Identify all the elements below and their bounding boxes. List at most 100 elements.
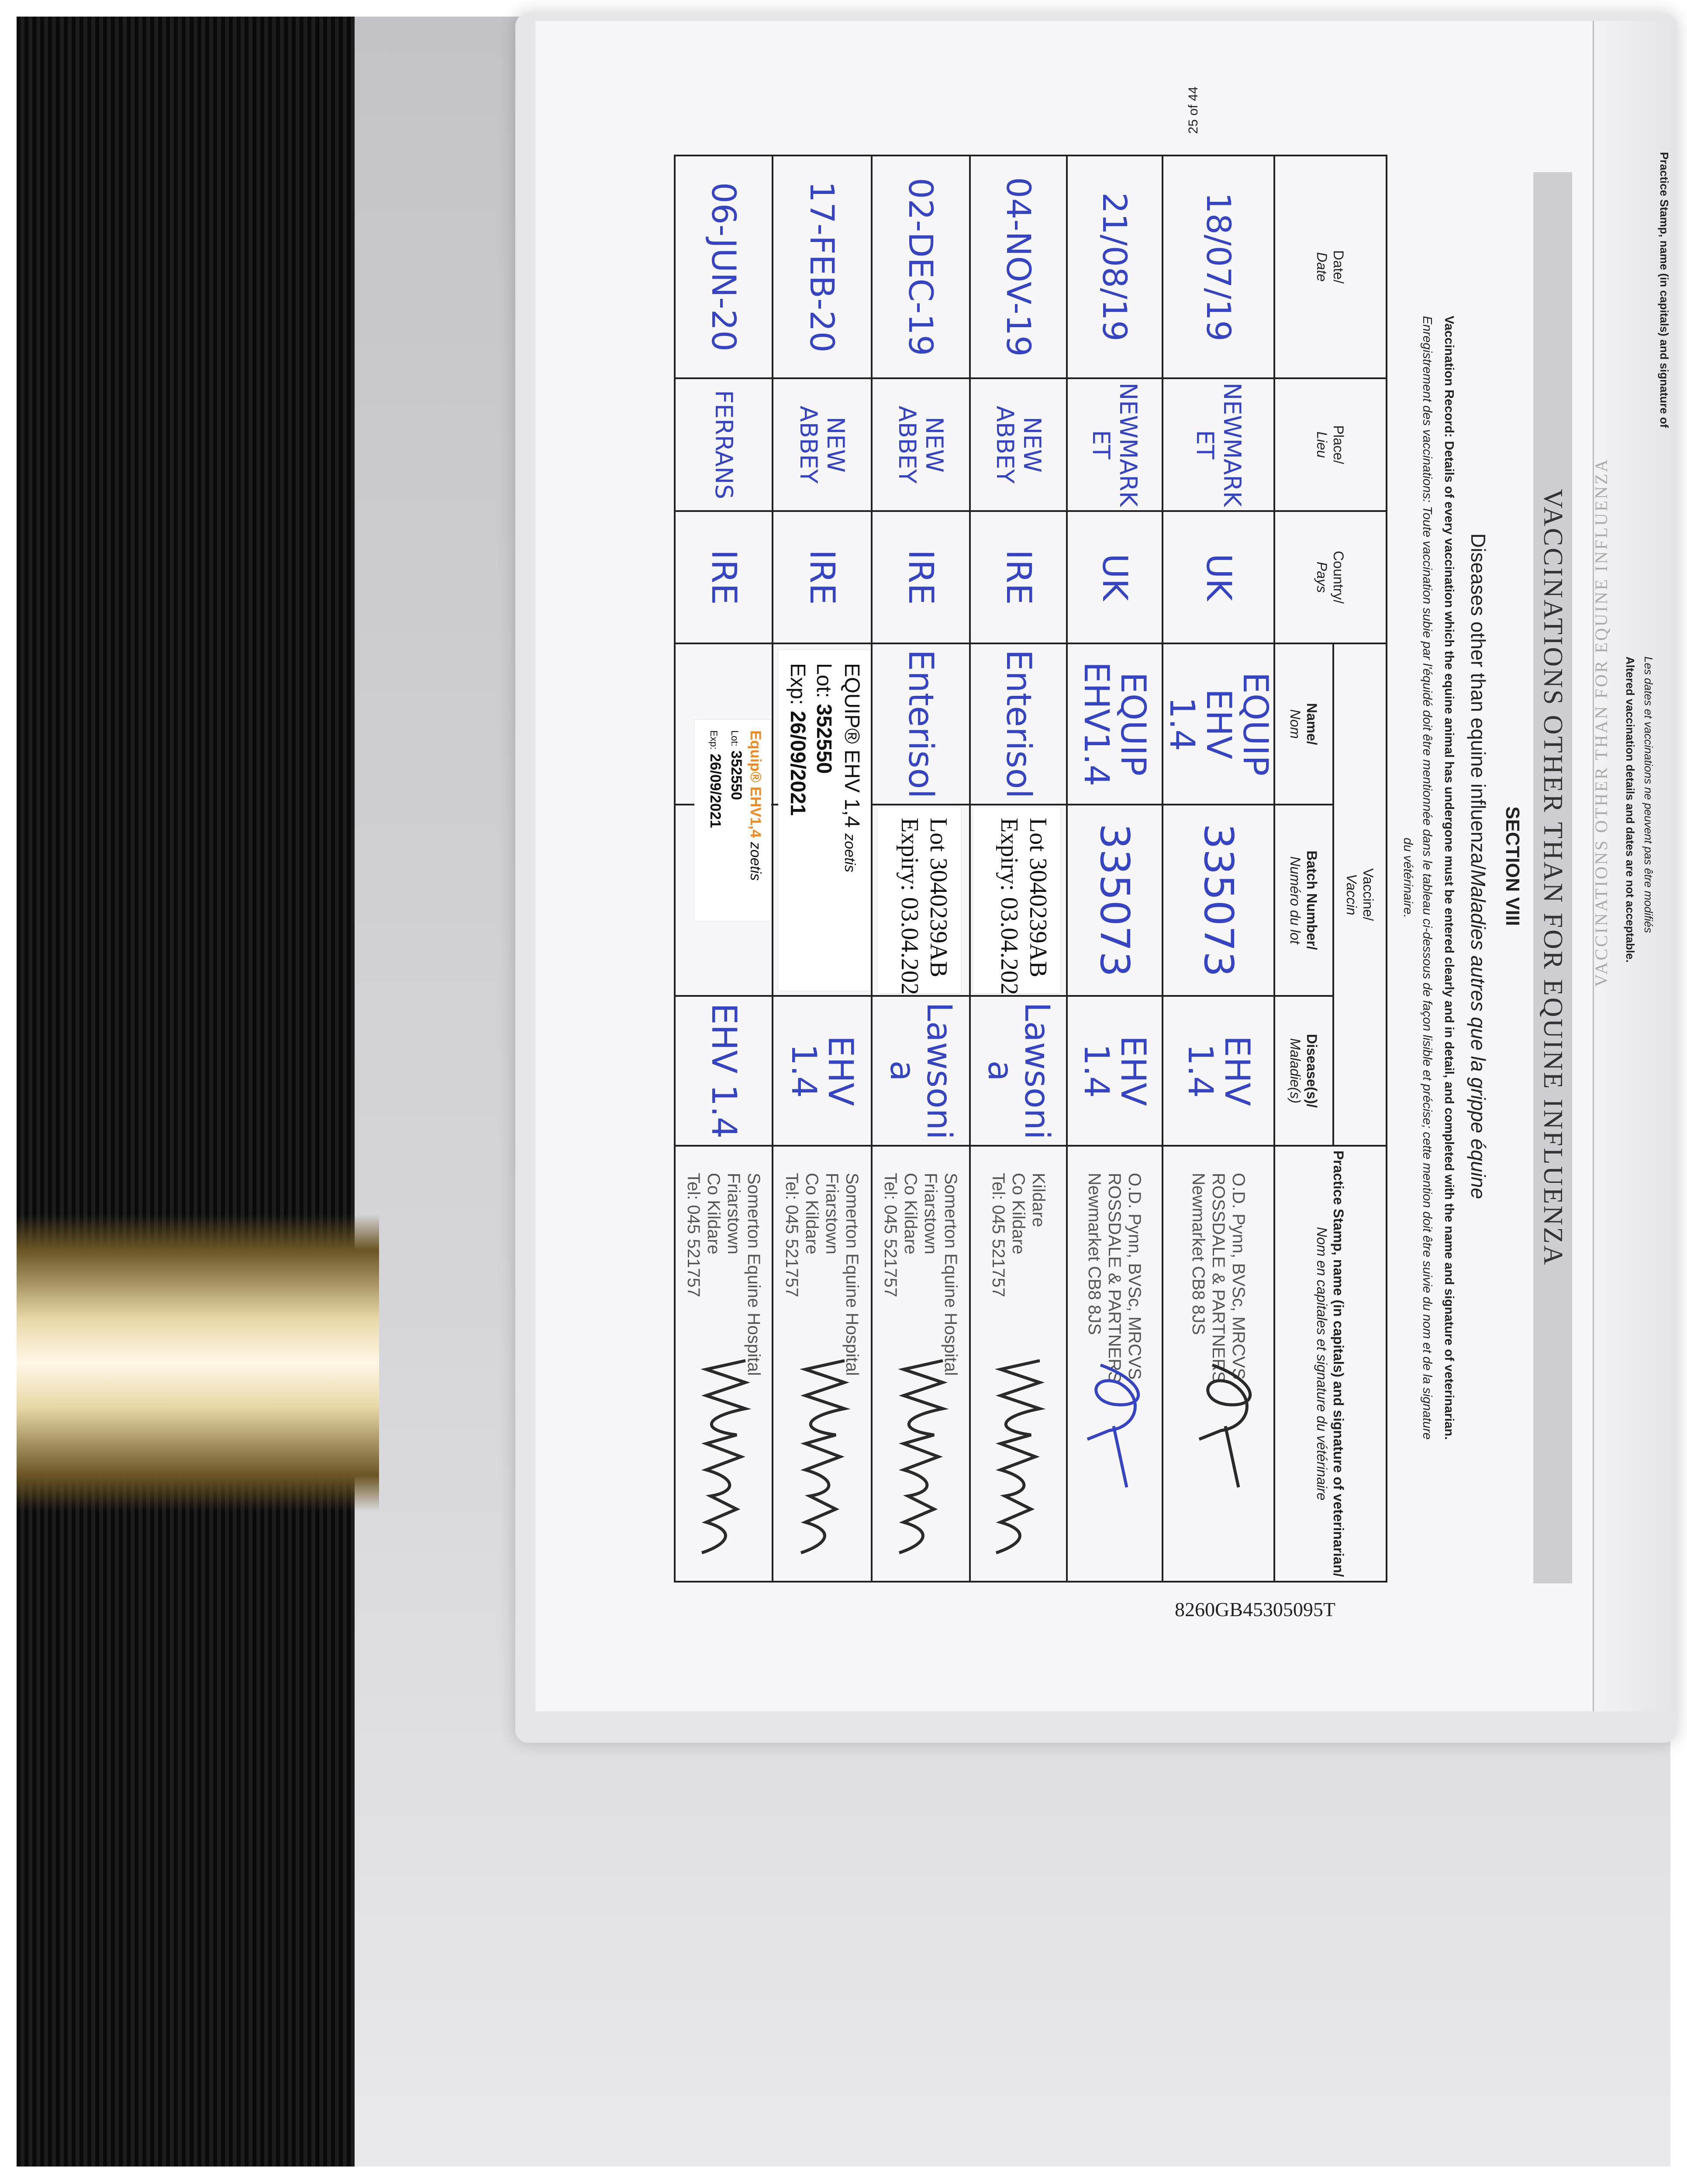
name-text: Enterisol [901, 649, 941, 799]
place-text: FERRANS [710, 390, 738, 499]
cell-stamp: Kildare Co Kildare Tel: 045 521757 [970, 1146, 1067, 1582]
facing-page-edge: Practice Stamp, name (in capitals) and s… [1591, 21, 1677, 1711]
cell-date: 18/07/19 [1163, 156, 1274, 378]
cell-place: NEW ABBEY [773, 378, 872, 511]
cell-country: IRE [970, 511, 1067, 643]
cell-stamp: Somerton Equine Hospital Friarstown Co K… [773, 1146, 872, 1582]
cell-disease: EHV 1.4 [1067, 996, 1163, 1146]
cell-disease: EHV 1.4 [1163, 996, 1274, 1146]
document-code: 8260GB45305095T [1175, 1598, 1335, 1621]
place-text: NEW ABBEY [991, 405, 1046, 484]
place-text: NEWMARKET [1191, 382, 1246, 507]
table-row: 21/08/19 NEWMARKET UK EQUIP EHV1.4 335073 EHV… [1067, 156, 1163, 1582]
disease-text: Lawsonia [883, 1002, 959, 1140]
cell-name: Enterisol [872, 643, 970, 805]
equip-sticker: EQUIP® EHV 1,4 zoetis Lot: 352550 Exp: 2… [778, 650, 871, 991]
showthrough-banner: VACCINATIONS OTHER THAN FOR EQUINE INFLU… [1591, 458, 1611, 987]
name-text: EQUIP EHV 1.4 [1163, 672, 1274, 776]
cell-name: EQUIP EHV 1.4 [1163, 643, 1274, 805]
place-text: NEW ABBEY [894, 405, 949, 484]
cell-country: IRE [773, 511, 872, 643]
cell-disease: EHV 1.4 [773, 996, 872, 1146]
header-place: Place/Lieu [1274, 378, 1387, 511]
date-text: 21/08/19 [1095, 192, 1135, 342]
country-text: UK [1199, 553, 1238, 601]
section-heading: Diseases other than equine influenza/Mal… [1466, 21, 1490, 1711]
section-banner: VACCINATIONS OTHER THAN FOR EQUINE INFLU… [1533, 172, 1572, 1583]
cell-stamp: O.D. Pynn, BVSc, MRCVS ROSSDALE & PARTNE… [1163, 1146, 1274, 1582]
country-text: IRE [802, 549, 842, 605]
equip-sticker-small: Equip® EHV1,4 zoetis Lot: 352550 Exp: 26… [694, 720, 771, 921]
section-number: SECTION VIII [1502, 806, 1523, 926]
table-row: 17-FEB-20 NEW ABBEY IRE EHV 1.4 Somerton Equ… [773, 156, 872, 1582]
table-row: 02-DEC-19 NEW ABBEY IRE Enterisol Lawsonia So… [872, 156, 970, 1582]
date-text: 17-FEB-20 [803, 181, 842, 353]
header-vaccine: Vaccine/Vaccin [1333, 643, 1387, 1146]
cell-place: NEWMARKET [1067, 378, 1163, 511]
altered-note-fr: Les dates et vaccinations ne peuvent pas… [1642, 657, 1655, 933]
disease-text: EHV 1.4 [704, 1003, 743, 1139]
cell-disease: Lawsonia [872, 996, 970, 1146]
cell-disease: Lawsonia [970, 996, 1067, 1146]
disease-text: EHV 1.4 [1076, 1035, 1153, 1106]
place-text: NEWMARKET [1087, 382, 1142, 507]
cell-country: IRE [872, 511, 970, 643]
signature [1087, 1363, 1140, 1488]
cell-place: NEWMARKET [1163, 378, 1274, 511]
country-text: IRE [901, 549, 941, 605]
cell-stamp: Somerton Equine Hospital Friarstown Co K… [675, 1146, 773, 1582]
name-text: EQUIP EHV1.4 [1076, 661, 1153, 787]
instruction-fr: Enregistrement des vaccinations: Toute v… [1420, 316, 1434, 1440]
cell-name: Enterisol [970, 643, 1067, 805]
heading-en: Diseases other than equine influenza/ [1467, 533, 1490, 870]
instruction-en: Vaccination Record: Details of every vac… [1442, 315, 1456, 1440]
cell-country: UK [1163, 511, 1274, 643]
lot-sticker: Lot 3040239AB Expiry: 03.04.2021 [878, 807, 961, 993]
disease-text: Lawsonia [980, 1002, 1056, 1140]
cell-country: UK [1067, 511, 1163, 643]
header-batch: Batch Number/Numéro du lot [1274, 805, 1333, 996]
heading-fr: Maladies autres que la grippe équine [1467, 869, 1490, 1199]
cell-place: NEW ABBEY [872, 378, 970, 511]
signature [994, 1359, 1046, 1555]
date-text: 04-NOV-19 [999, 177, 1038, 357]
name-text: Enterisol [999, 649, 1038, 799]
date-text: 06-JUN-20 [704, 182, 743, 352]
header-date: Date/Date [1274, 156, 1387, 378]
country-text: IRE [704, 549, 743, 605]
country-text: UK [1095, 553, 1135, 601]
date-text: 02-DEC-19 [901, 178, 941, 356]
cell-date: 17-FEB-20 [773, 156, 872, 378]
table-row: 06-JUN-20 FERRANS IRE EHV 1.4 Somerton Equin… [675, 156, 773, 1582]
header-stamp: Practice Stamp, name (in capitals) and s… [1274, 1146, 1387, 1582]
scanner-edge-strip [17, 17, 355, 2167]
page-content: Practice Stamp, name (in capitals) and s… [535, 21, 1677, 1711]
facing-stamp-header: Practice Stamp, name (in capitals) and s… [1658, 152, 1671, 428]
signature [700, 1359, 752, 1555]
cell-date: 06-JUN-20 [675, 156, 773, 378]
cell-date: 21/08/19 [1067, 156, 1163, 378]
header-disease: Disease(s)/Maladie(s) [1274, 996, 1333, 1146]
disease-text: EHV 1.4 [1180, 1035, 1256, 1106]
table-row: 04-NOV-19 NEW ABBEY IRE Enterisol Lawsonia Ki… [970, 156, 1067, 1582]
cell-name: EQUIP EHV1.4 [1067, 643, 1163, 805]
cell-disease: EHV 1.4 [675, 996, 773, 1146]
lot-sticker: Lot 3040239AB Expiry: 03.04.2021 [973, 807, 1060, 993]
header-name: Name/Nom [1274, 643, 1333, 805]
vaccination-table: Date/Date Place/Lieu Country/Pays Vaccin… [674, 155, 1387, 1583]
table-row: 18/07/19 NEWMARKET UK EQUIP EHV 1.4 335073 EH… [1163, 156, 1274, 1582]
cell-batch: 335073 [1067, 805, 1163, 996]
signature [897, 1359, 949, 1555]
cell-date: 04-NOV-19 [970, 156, 1067, 378]
scanner-light-band [17, 1214, 379, 1511]
date-text: 18/07/19 [1199, 192, 1238, 342]
page-number: 25 of 44 [1186, 86, 1201, 134]
cell-batch: 335073 [1163, 805, 1274, 996]
signature [1198, 1363, 1252, 1488]
cell-place: FERRANS [675, 378, 773, 511]
cell-country: IRE [675, 511, 773, 643]
place-text: NEW ABBEY [795, 405, 850, 484]
country-text: IRE [999, 549, 1038, 605]
cell-date: 02-DEC-19 [872, 156, 970, 378]
disease-text: EHV 1.4 [784, 1035, 860, 1106]
